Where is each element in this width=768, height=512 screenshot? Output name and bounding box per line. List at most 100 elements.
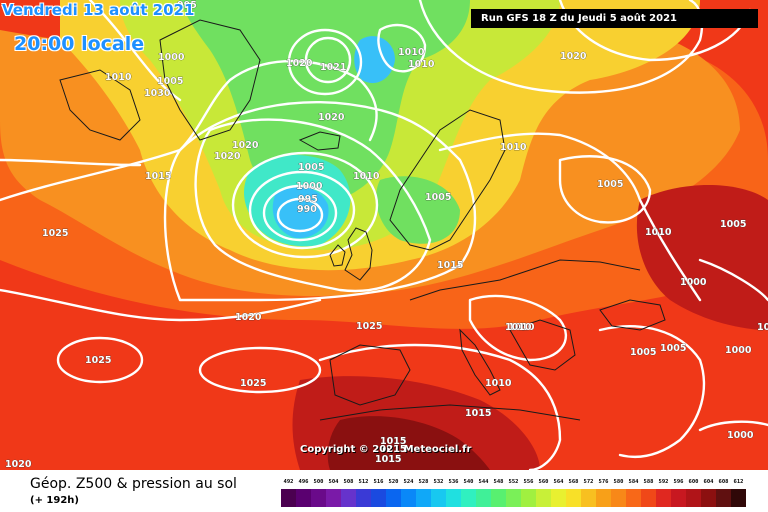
coast-balkans — [509, 319, 576, 371]
scale-label: 564 — [553, 479, 564, 485]
isobar-label: 1015 — [465, 408, 491, 419]
isobar-1010-europe — [468, 294, 567, 362]
isobar-label: 1025 — [356, 321, 382, 332]
low-isobar-1005 — [231, 151, 379, 259]
map-footer: Géop. Z500 & pression au sol (+ 192h) 49… — [0, 470, 768, 512]
isobar-label: 995 — [298, 194, 318, 205]
scale-label: 524 — [403, 479, 414, 485]
isobar-1005-greenland — [88, 0, 182, 102]
coast-iceland — [298, 131, 341, 151]
isobar-1010-north — [194, 118, 432, 293]
isobar-label: 1000 — [296, 181, 323, 192]
scale-swatch — [326, 489, 341, 507]
forecast-date: Vendredi 13 août 2021 — [2, 1, 195, 19]
coast-black-sea — [599, 299, 666, 331]
coastline-outlines — [59, 19, 666, 421]
map-title: Géop. Z500 & pression au sol — [30, 476, 237, 492]
isobar-label: 1025 — [85, 355, 111, 366]
coast-greenland — [159, 19, 261, 141]
isobar-label: 1005 — [157, 76, 183, 87]
low-isobar-1000 — [248, 170, 356, 250]
isobar-label: 1010 — [505, 322, 532, 333]
isobar-label: 1000 — [725, 345, 752, 356]
isobar-1000-east — [698, 258, 768, 302]
high-cell-1025-west — [56, 336, 144, 384]
scale-swatch — [626, 489, 641, 507]
scale-swatch — [386, 489, 401, 507]
isobar-label: 990 — [297, 204, 317, 215]
isobar-label: 1005 — [660, 343, 686, 354]
isobar-label: 1010 — [105, 72, 132, 83]
blue-core-region — [272, 186, 329, 239]
scale-label: 592 — [658, 479, 669, 485]
isobar-label: 1025 — [240, 378, 266, 389]
scale-swatch — [731, 489, 746, 507]
scale-swatch — [521, 489, 536, 507]
scale-label: 580 — [613, 479, 624, 485]
isobar-label: 1030 — [144, 88, 171, 99]
isobar-1015-med — [318, 343, 562, 470]
isobar-label: 1010 — [500, 142, 527, 153]
scale-swatch — [281, 489, 296, 507]
isobar-1005-east — [558, 155, 652, 224]
deep-east-region — [636, 185, 768, 330]
isobar-label: 1020 — [318, 112, 345, 123]
isobar-1020-south — [0, 288, 322, 322]
coast-ireland — [329, 244, 346, 267]
scale-swatch — [371, 489, 386, 507]
scale-swatch — [311, 489, 326, 507]
scale-label: 612 — [733, 479, 744, 485]
isobar-label: 1005 — [425, 192, 451, 203]
isobar-label: 1015 — [145, 171, 171, 182]
isobar-label: 995 — [177, 0, 197, 11]
isobar-label: 1010 — [398, 47, 425, 58]
scale-swatch — [716, 489, 731, 507]
isobar-1010-iceland — [377, 23, 427, 73]
isobar-label: 1005 — [597, 179, 623, 190]
scale-label: 512 — [358, 479, 369, 485]
coast-scandinavia — [389, 109, 506, 251]
isobar-label: 1010 — [645, 227, 672, 238]
isobar-1005-mideast — [598, 325, 706, 459]
isobar-label: 1010 — [353, 171, 380, 182]
scale-swatch — [656, 489, 671, 507]
scale-swatch — [296, 489, 311, 507]
isobar-label: 1005 — [298, 162, 324, 173]
greenland-blue-region — [354, 36, 395, 84]
isobar-label: 1015 — [380, 436, 406, 447]
isobar-label: 1005 — [720, 219, 746, 230]
scale-swatch — [671, 489, 686, 507]
low-isobar-995 — [262, 184, 338, 242]
scale-swatch — [401, 489, 416, 507]
scale-swatch — [476, 489, 491, 507]
scale-label: 548 — [493, 479, 504, 485]
scale-swatch — [446, 489, 461, 507]
scale-label: 536 — [448, 479, 459, 485]
isobar-label: 1010 — [408, 59, 435, 70]
scale-swatch — [566, 489, 581, 507]
scale-label: 588 — [643, 479, 654, 485]
scale-swatch — [416, 489, 431, 507]
isobar-label: 1005 — [630, 347, 656, 358]
scale-label: 544 — [478, 479, 489, 485]
isobar-label: 1025 — [42, 228, 68, 239]
scale-swatch — [341, 489, 356, 507]
color-scale-legend: 492 496 500 504 508 512 516 520 524 528 532 536 540 5… — [281, 478, 751, 510]
scale-label: 560 — [538, 479, 549, 485]
scale-label: 492 — [283, 479, 294, 485]
scale-label: 540 — [463, 479, 474, 485]
isobar-label: 1020 — [560, 51, 587, 62]
scale-swatch — [596, 489, 611, 507]
run-info-banner: Run GFS 18 Z du Jeudi 5 août 2021 — [471, 9, 758, 28]
isobar-1015-west — [0, 158, 142, 167]
deepest-south-region — [327, 416, 490, 470]
isobar-label: 1010 — [508, 322, 535, 333]
scale-label: 608 — [718, 479, 729, 485]
scale-label: 604 — [703, 479, 714, 485]
scale-label: 500 — [313, 479, 324, 485]
isobar-label: 1000 — [680, 277, 707, 288]
scale-swatch — [461, 489, 476, 507]
isobar-label: 1015 — [380, 444, 406, 455]
